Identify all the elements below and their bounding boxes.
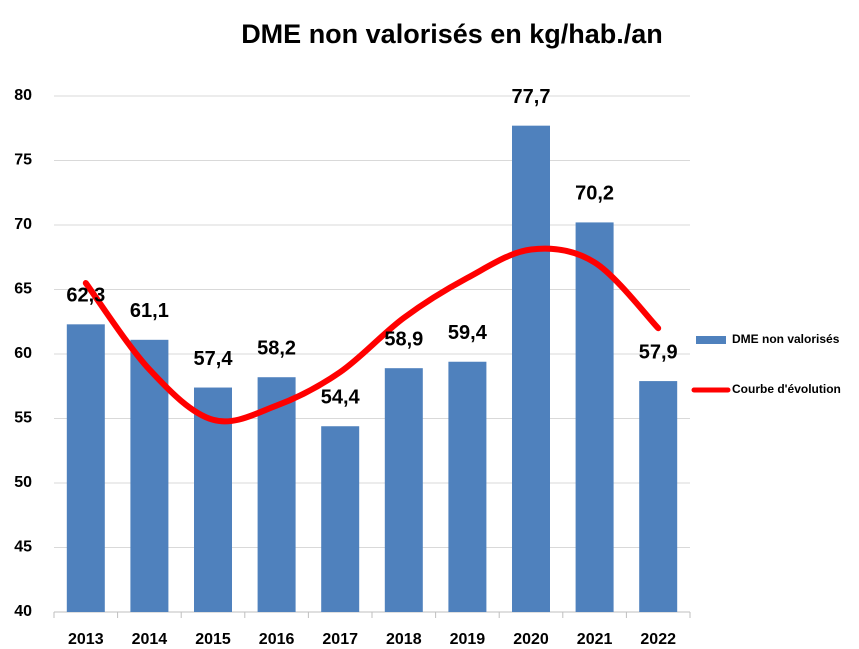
x-tick-label: 2013 [68, 631, 104, 648]
data-label: 58,9 [384, 328, 423, 350]
data-label: 57,9 [639, 341, 678, 363]
bar [321, 426, 360, 612]
data-label: 62,3 [66, 285, 105, 307]
y-tick-label: 65 [14, 281, 32, 298]
data-label: 77,7 [512, 86, 551, 108]
y-tick-label: 70 [14, 216, 32, 233]
bar [384, 368, 423, 612]
x-tick-label: 2018 [386, 631, 422, 648]
bar [257, 377, 296, 612]
bar [66, 324, 105, 612]
x-tick-label: 2020 [513, 631, 549, 648]
bar [512, 125, 550, 613]
legend-label: Courbe d'évolution [732, 382, 841, 396]
chart-title: DME non valorisés en kg/hab./an [241, 19, 663, 49]
data-label: 57,4 [194, 348, 234, 370]
bar [194, 387, 232, 612]
data-label: 61,1 [130, 300, 169, 322]
x-tick-label: 2015 [195, 631, 231, 648]
data-label: 70,2 [575, 183, 614, 205]
legend-swatch [696, 336, 726, 344]
x-tick-label: 2014 [132, 631, 168, 648]
trend-line [82, 245, 662, 425]
x-tick-label: 2016 [259, 631, 295, 648]
x-tick-label: 2022 [640, 631, 676, 648]
y-tick-label: 75 [14, 152, 32, 169]
bar [575, 222, 614, 613]
y-tick-label: 45 [14, 539, 32, 556]
data-label: 58,2 [257, 338, 296, 360]
y-tick-label: 40 [14, 603, 32, 620]
x-tick-label: 2021 [577, 631, 613, 648]
y-tick-label: 60 [14, 345, 32, 362]
data-label: 59,4 [448, 322, 488, 344]
x-tick-label: 2017 [322, 631, 358, 648]
x-tick-label: 2019 [450, 631, 486, 648]
legend-label: DME non valorisés [732, 332, 840, 346]
bar [639, 381, 678, 612]
y-tick-label: 50 [14, 474, 32, 491]
bar [448, 361, 487, 612]
data-label: 54,4 [321, 387, 361, 409]
y-tick-label: 80 [14, 87, 32, 104]
y-tick-label: 55 [14, 410, 32, 427]
